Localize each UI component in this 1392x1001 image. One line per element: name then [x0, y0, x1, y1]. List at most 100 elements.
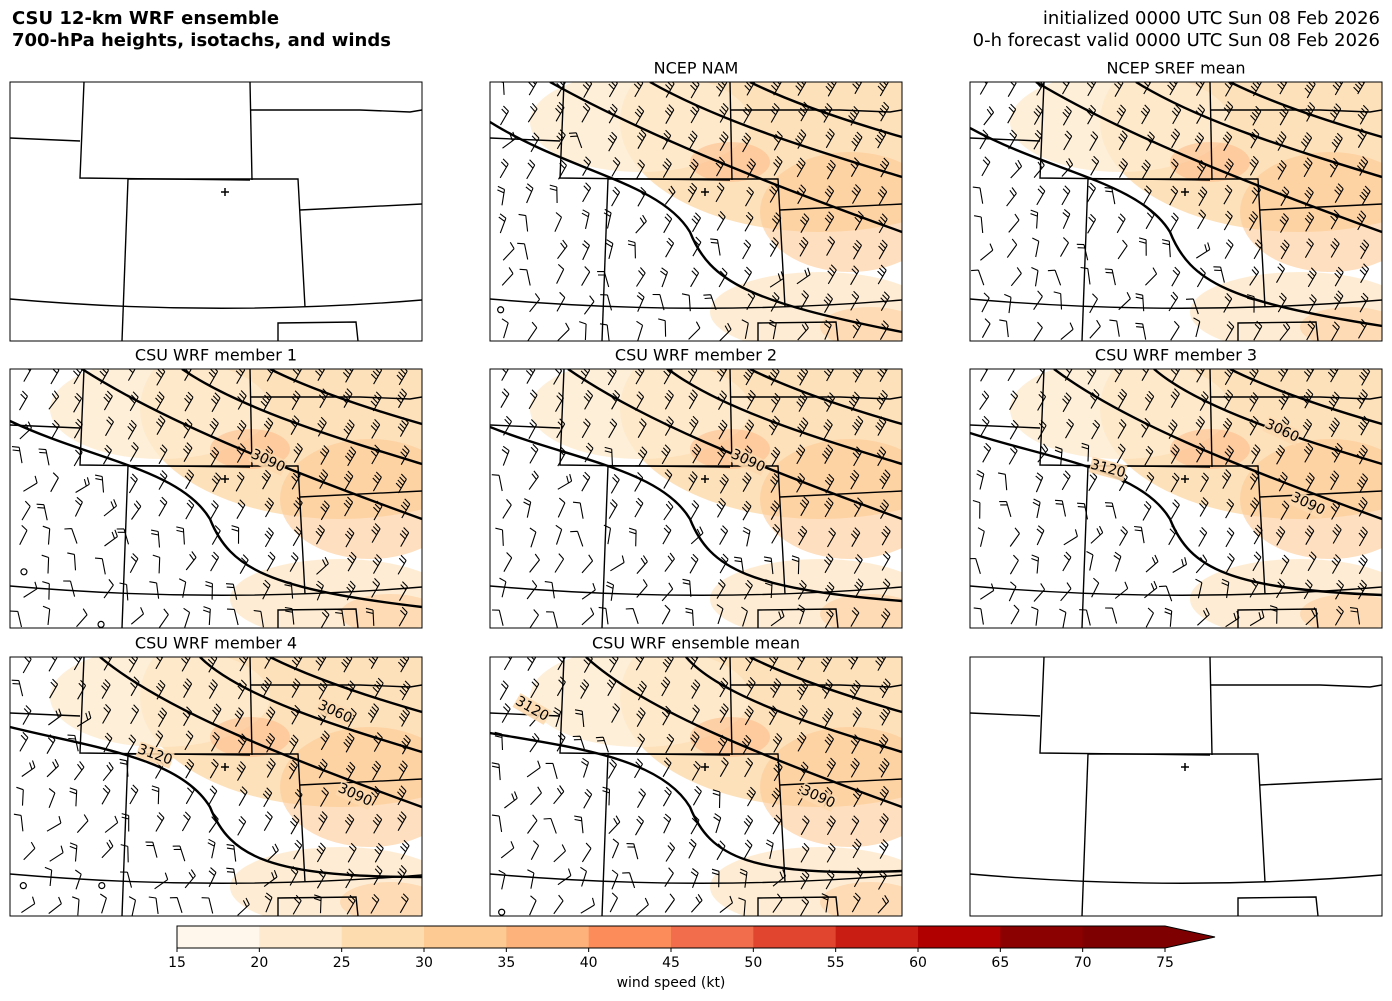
height-contour — [970, 431, 1382, 597]
wind-barb — [744, 705, 754, 726]
wind-barb — [742, 500, 752, 521]
wind-barb — [99, 893, 107, 914]
wind-barb — [1114, 369, 1124, 383]
wind-barb — [1330, 321, 1340, 341]
colorbar-bin — [506, 926, 590, 948]
wind-barb — [1087, 213, 1097, 234]
wind-barb — [1224, 158, 1234, 179]
wind-barb — [635, 391, 645, 411]
state-border — [299, 778, 422, 786]
wind-barb — [876, 389, 888, 410]
wind-barb — [203, 606, 211, 626]
wind-barb — [879, 678, 891, 699]
wind-barb — [316, 556, 329, 575]
wind-barb — [690, 731, 700, 751]
wind-barb — [1199, 497, 1209, 517]
wind-barb — [519, 268, 531, 286]
wind-barb — [1303, 157, 1313, 178]
isotach-shading — [760, 727, 902, 847]
state-border — [1237, 608, 1319, 628]
wind-barb — [664, 893, 675, 913]
wind-barb — [1185, 298, 1199, 315]
wind-barb — [347, 842, 357, 863]
wind-barb — [772, 733, 783, 753]
state-border — [121, 178, 129, 341]
wind-barb — [1036, 525, 1045, 546]
wind-barb — [690, 894, 703, 913]
wind-barb — [372, 554, 382, 574]
wind-barb — [1225, 498, 1235, 519]
wind-barb — [800, 842, 810, 863]
wind-barb — [158, 444, 168, 465]
wind-barb — [1304, 82, 1316, 99]
map-panel: 3090 — [489, 368, 903, 629]
state-border — [490, 424, 561, 429]
wind-barb — [498, 213, 507, 234]
isotach-shading — [1240, 152, 1382, 272]
height-contour — [490, 120, 902, 334]
wind-barb — [1032, 498, 1041, 519]
wind-barb — [128, 657, 138, 673]
wind-barb — [1329, 470, 1340, 491]
colorbar-tick-label: 15 — [168, 955, 186, 971]
state-border — [121, 465, 129, 628]
wind-barb — [497, 185, 506, 206]
wind-barb — [1275, 131, 1287, 151]
map-content — [970, 657, 1382, 916]
wind-barb — [738, 897, 746, 916]
wind-barb — [581, 266, 591, 286]
height-contour — [490, 731, 902, 874]
height-contour — [181, 369, 422, 466]
wind-barb — [1062, 82, 1071, 95]
wind-barb — [1060, 582, 1072, 602]
wind-barb — [1304, 525, 1315, 545]
panel-title: NCEP NAM — [654, 59, 739, 78]
wind-barb — [1009, 527, 1020, 547]
wind-barb — [719, 553, 729, 574]
wind-barb — [317, 416, 327, 437]
wind-barb — [688, 471, 698, 491]
state-border — [1088, 753, 1266, 883]
wind-barb — [637, 446, 648, 467]
panel-frame — [9, 656, 423, 917]
wind-barb — [293, 839, 303, 860]
wind-barb — [770, 473, 780, 493]
wind-barb — [1170, 388, 1180, 408]
wind-barb — [1223, 101, 1234, 121]
wind-barb — [583, 389, 594, 410]
wind-barb — [526, 657, 537, 671]
isotach-shading — [690, 717, 770, 757]
wind-barb — [1171, 266, 1181, 287]
wind-barb — [1329, 157, 1340, 178]
wind-barb — [374, 842, 384, 863]
state-border — [490, 873, 902, 884]
state-border — [10, 585, 422, 596]
wind-barb — [1054, 499, 1067, 517]
wind-barb — [877, 82, 889, 97]
state-border — [1081, 178, 1089, 341]
wind-barb — [1194, 132, 1205, 152]
wind-barb — [1061, 470, 1071, 491]
wind-barb — [660, 267, 669, 288]
wind-barb — [581, 209, 590, 230]
wind-barb — [796, 657, 806, 671]
wind-barb — [1169, 158, 1179, 179]
wind-barb — [150, 529, 161, 548]
wind-barb — [184, 391, 194, 412]
wind-barb — [1195, 415, 1205, 436]
wind-barb — [719, 757, 729, 777]
state-border — [10, 298, 422, 309]
wind-barb — [769, 183, 779, 203]
wind-barb — [1249, 266, 1260, 286]
wind-barb — [691, 443, 702, 464]
wind-barb — [527, 869, 535, 889]
wind-barb — [94, 557, 106, 575]
wind-barb — [1249, 497, 1260, 517]
wind-barb — [23, 841, 36, 861]
wind-barb — [1036, 185, 1046, 206]
wind-barb — [1170, 472, 1180, 493]
wind-barb — [719, 322, 732, 341]
height-contour — [749, 657, 902, 714]
wind-barb — [581, 554, 594, 574]
wind-barb — [345, 446, 357, 467]
